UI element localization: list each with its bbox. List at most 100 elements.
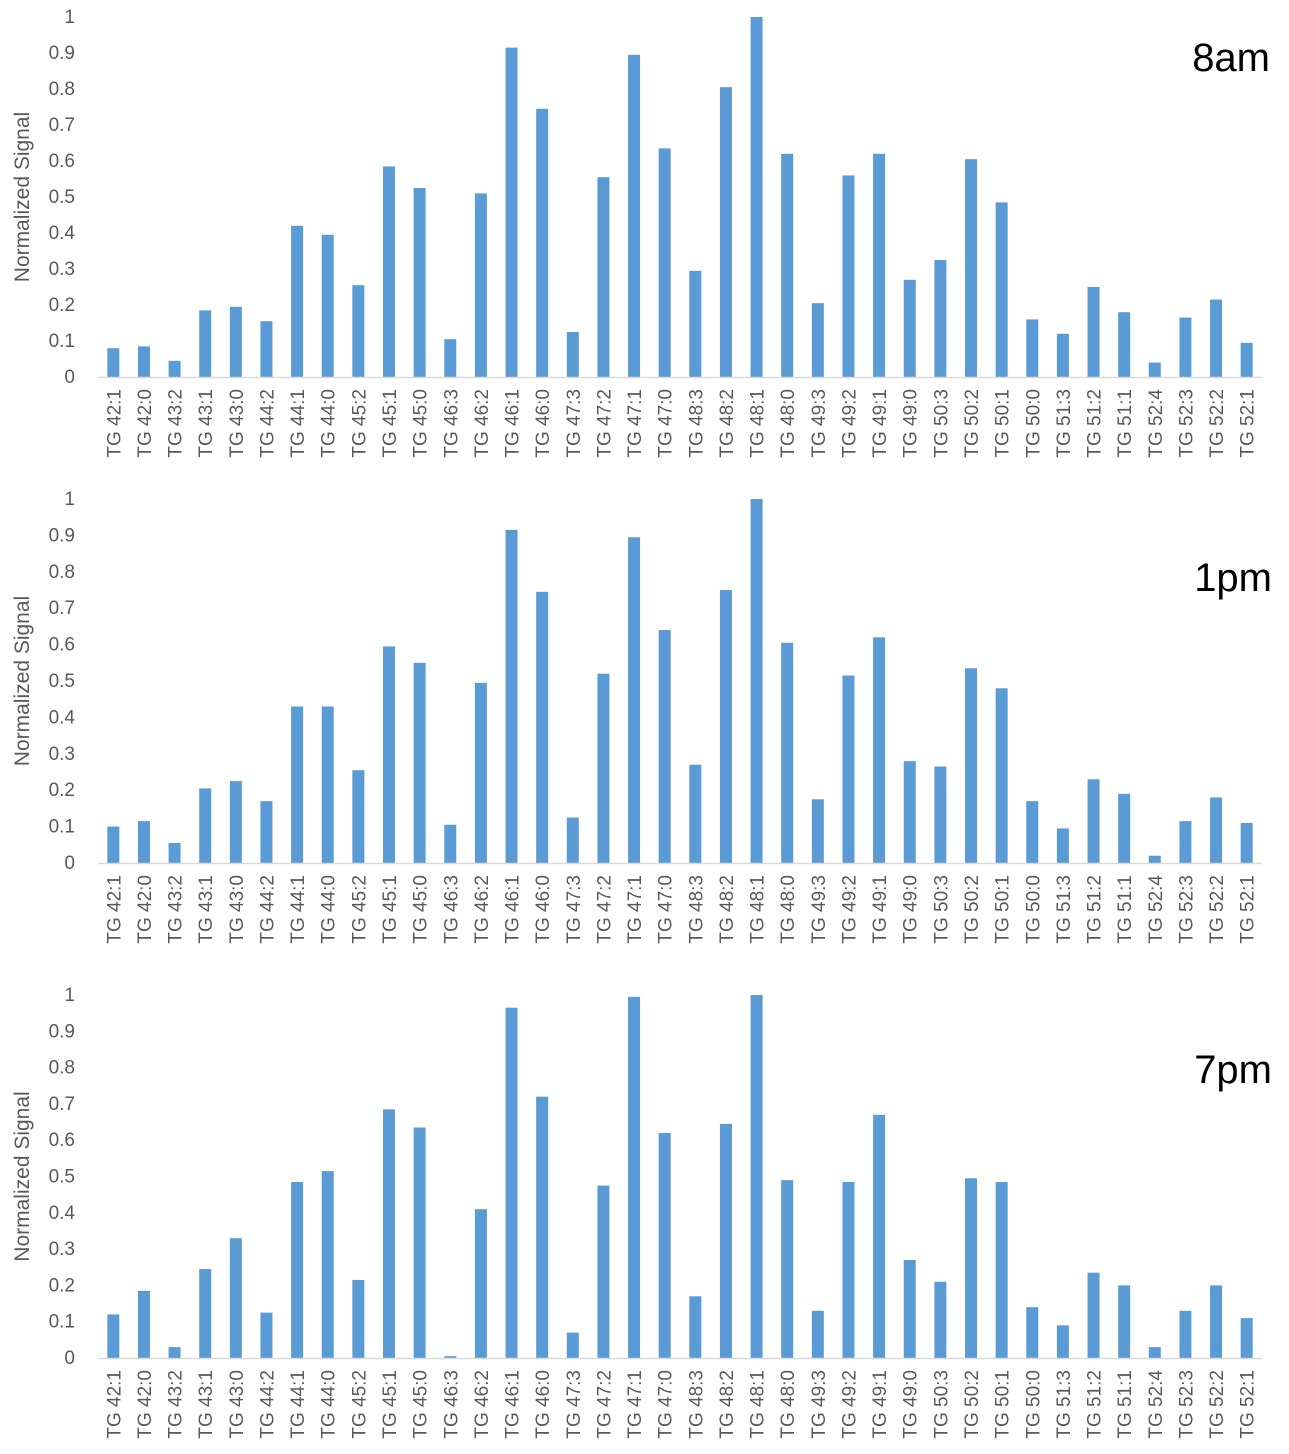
bar-tg-52-3 xyxy=(1179,1310,1192,1358)
bar-tg-50-3 xyxy=(934,1281,947,1358)
bar-tg-44-0 xyxy=(321,1171,334,1358)
y-tick-label: 0.3 xyxy=(49,1239,75,1260)
x-tick-label: TG 48:2 xyxy=(717,875,738,944)
x-tick-label: TG 52:4 xyxy=(1146,875,1167,944)
bar-tg-49-3 xyxy=(811,303,824,377)
y-tick-label: 0.2 xyxy=(49,295,75,316)
x-tick-label: TG 51:2 xyxy=(1085,389,1106,458)
x-tick-label: TG 48:3 xyxy=(686,875,707,944)
bar-tg-48-2 xyxy=(719,1123,732,1358)
y-tick-label: 0.9 xyxy=(49,43,75,64)
bar-tg-51-2 xyxy=(1087,287,1100,377)
bar-tg-46-1 xyxy=(505,1007,518,1358)
x-tick-label: TG 46:0 xyxy=(533,875,554,944)
x-tick-label: TG 48:2 xyxy=(717,389,738,458)
x-tick-label: TG 45:0 xyxy=(411,389,432,458)
x-tick-label: TG 46:3 xyxy=(441,389,462,458)
x-tick-label: TG 44:0 xyxy=(319,875,340,944)
x-tick-label: TG 52:3 xyxy=(1176,389,1197,458)
bar-tg-51-1 xyxy=(1118,1285,1131,1358)
bar-tg-44-0 xyxy=(321,234,334,377)
x-tick-label: TG 45:1 xyxy=(380,1370,401,1439)
bar-tg-46-3 xyxy=(444,824,457,863)
x-tick-label: TG 44:2 xyxy=(257,875,278,944)
bar-tg-49-0 xyxy=(903,1259,916,1358)
chart-panel-7pm: 0 0.1 0.2 0.3 0.4 0.5 0.6 0.7 0.8 0.9 1 Normalized … xyxy=(11,985,1272,1439)
x-tick-label: TG 45:1 xyxy=(380,389,401,458)
bar-tg-50-0 xyxy=(1026,801,1039,863)
y-tick-label: 0.2 xyxy=(49,1275,75,1296)
y-axis-title: Normalized Signal xyxy=(11,1091,34,1261)
x-tick-label: TG 49:3 xyxy=(809,389,830,458)
bar-tg-45-0 xyxy=(413,188,426,377)
bar-tg-49-3 xyxy=(811,1310,824,1358)
bar-tg-52-4 xyxy=(1148,1347,1161,1358)
bar-tg-52-2 xyxy=(1210,299,1223,377)
bar-tg-43-2 xyxy=(168,1347,181,1358)
bar-tg-51-2 xyxy=(1087,1272,1100,1358)
bar-tg-49-2 xyxy=(842,1181,855,1358)
bar-tg-52-4 xyxy=(1148,855,1161,863)
bar-tg-47-2 xyxy=(597,177,610,377)
bar-tg-43-1 xyxy=(199,310,212,377)
y-tick-label: 0 xyxy=(64,853,75,874)
y-tick-label: 0.5 xyxy=(49,1167,75,1188)
y-tick-label: 0.6 xyxy=(49,1130,75,1151)
chart-panel-8am: 0 0.1 0.2 0.3 0.4 0.5 0.6 0.7 0.8 0.9 1 Normalized … xyxy=(11,7,1270,458)
bar-tg-47-3 xyxy=(566,1332,579,1358)
x-tick-label: TG 46:0 xyxy=(533,389,554,458)
x-tick-label: TG 43:0 xyxy=(227,875,248,944)
bar-tg-52-1 xyxy=(1240,822,1253,863)
bar-tg-43-1 xyxy=(199,788,212,863)
bar-tg-48-2 xyxy=(719,87,732,377)
x-tick-label: TG 52:2 xyxy=(1207,875,1228,944)
x-tick-label: TG 51:2 xyxy=(1085,1370,1106,1439)
x-tick-label: TG 47:2 xyxy=(594,875,615,944)
bar-tg-43-2 xyxy=(168,842,181,863)
bar-tg-45-2 xyxy=(352,1279,365,1358)
x-tick-label: TG 46:2 xyxy=(472,389,493,458)
x-tick-label: TG 50:0 xyxy=(1023,875,1044,944)
x-tick-label: TG 50:1 xyxy=(993,1370,1014,1439)
bar-tg-42-1 xyxy=(107,348,120,377)
bar-tg-50-0 xyxy=(1026,319,1039,377)
bar-tg-46-2 xyxy=(474,193,487,377)
x-tick-label: TG 50:2 xyxy=(962,389,983,458)
x-tick-label: TG 49:2 xyxy=(839,875,860,944)
y-tick-label: 0.7 xyxy=(49,598,75,619)
x-tick-label: TG 48:1 xyxy=(748,875,769,944)
x-tick-label: TG 50:2 xyxy=(962,875,983,944)
bar-tg-49-2 xyxy=(842,675,855,863)
x-tick-label: TG 49:2 xyxy=(839,389,860,458)
bar-tg-45-1 xyxy=(383,646,395,863)
y-tick-label: 0.6 xyxy=(49,635,75,656)
bar-tg-42-0 xyxy=(137,346,150,377)
y-tick-label: 1 xyxy=(64,985,75,1006)
x-tick-label: TG 47:3 xyxy=(564,389,585,458)
x-tick-label: TG 47:1 xyxy=(625,875,646,944)
bar-tg-51-2 xyxy=(1087,779,1100,863)
x-tick-label: TG 45:2 xyxy=(349,875,370,944)
x-tick-label: TG 50:3 xyxy=(931,875,952,944)
y-tick-label: 0.4 xyxy=(49,1203,76,1224)
x-tick-label: TG 50:3 xyxy=(931,389,952,458)
x-tick-label: TG 48:2 xyxy=(717,1370,738,1439)
bar-tg-42-1 xyxy=(107,1314,120,1358)
x-tick-label: TG 44:2 xyxy=(257,389,278,458)
bar-tg-50-2 xyxy=(965,1178,977,1358)
bar-tg-51-3 xyxy=(1056,333,1069,377)
bar-tg-46-3 xyxy=(444,1356,457,1358)
bar-tg-49-1 xyxy=(873,1114,886,1358)
x-tick-label: TG 52:3 xyxy=(1176,875,1197,944)
x-tick-label: TG 46:3 xyxy=(441,1370,462,1439)
bar-tg-48-3 xyxy=(689,764,702,863)
bar-tg-46-0 xyxy=(536,108,549,378)
y-axis-title: Normalized Signal xyxy=(11,112,34,282)
bar-tg-46-0 xyxy=(536,591,549,863)
bar-tg-50-3 xyxy=(934,260,947,377)
x-tick-label: TG 52:3 xyxy=(1176,1370,1197,1439)
bar-tg-48-0 xyxy=(781,1180,794,1358)
bar-tg-47-3 xyxy=(566,332,579,377)
y-tick-label: 0.8 xyxy=(49,562,75,583)
y-tick-label: 0.7 xyxy=(49,115,75,136)
